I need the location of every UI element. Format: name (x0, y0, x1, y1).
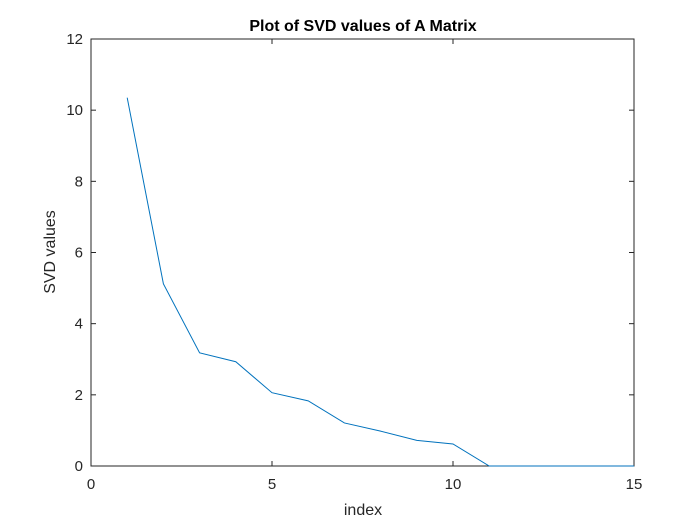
y-tick-label: 2 (75, 387, 83, 404)
x-tick-label: 15 (626, 476, 643, 493)
y-axis-ticks: 0 2 4 6 8 10 12 (66, 31, 634, 475)
y-tick-label: 4 (75, 316, 83, 333)
y-tick-label: 10 (66, 102, 83, 119)
plot-area (90, 38, 635, 467)
x-axis-label: index (344, 502, 382, 519)
y-tick-label: 0 (75, 458, 83, 475)
x-tick-label: 0 (87, 476, 95, 493)
y-tick-label: 8 (75, 173, 83, 190)
x-tick-label: 10 (445, 476, 462, 493)
chart-title: Plot of SVD values of A Matrix (249, 18, 476, 35)
y-axis-label: SVD values (42, 210, 59, 294)
svd-series-line (126, 97, 634, 467)
x-tick-label: 5 (268, 476, 276, 493)
x-axis-ticks: 0 5 10 15 (87, 39, 643, 493)
y-tick-label: 6 (75, 245, 83, 262)
y-tick-label: 12 (66, 31, 83, 48)
